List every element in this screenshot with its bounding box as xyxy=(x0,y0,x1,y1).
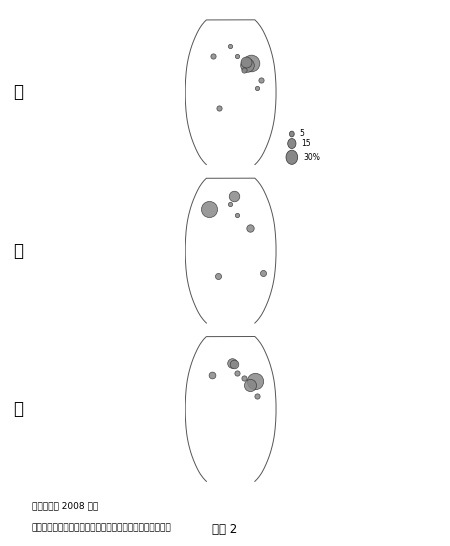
Text: ウ: ウ xyxy=(13,400,23,418)
Text: 30%: 30% xyxy=(303,153,320,162)
Text: イ: イ xyxy=(13,242,23,259)
Text: 日本化学繊維協会『繊維ハンドブック』などにより作成。: 日本化学繊維協会『繊維ハンドブック』などにより作成。 xyxy=(32,523,171,532)
Text: 5: 5 xyxy=(300,129,305,139)
Polygon shape xyxy=(185,336,276,482)
Polygon shape xyxy=(185,178,276,323)
Text: 統計年次は 2008 年。: 統計年次は 2008 年。 xyxy=(32,501,98,510)
Text: ア: ア xyxy=(13,84,23,101)
Text: 15: 15 xyxy=(302,139,311,148)
Text: 図　 2: 図 2 xyxy=(212,523,238,536)
Polygon shape xyxy=(185,20,276,165)
